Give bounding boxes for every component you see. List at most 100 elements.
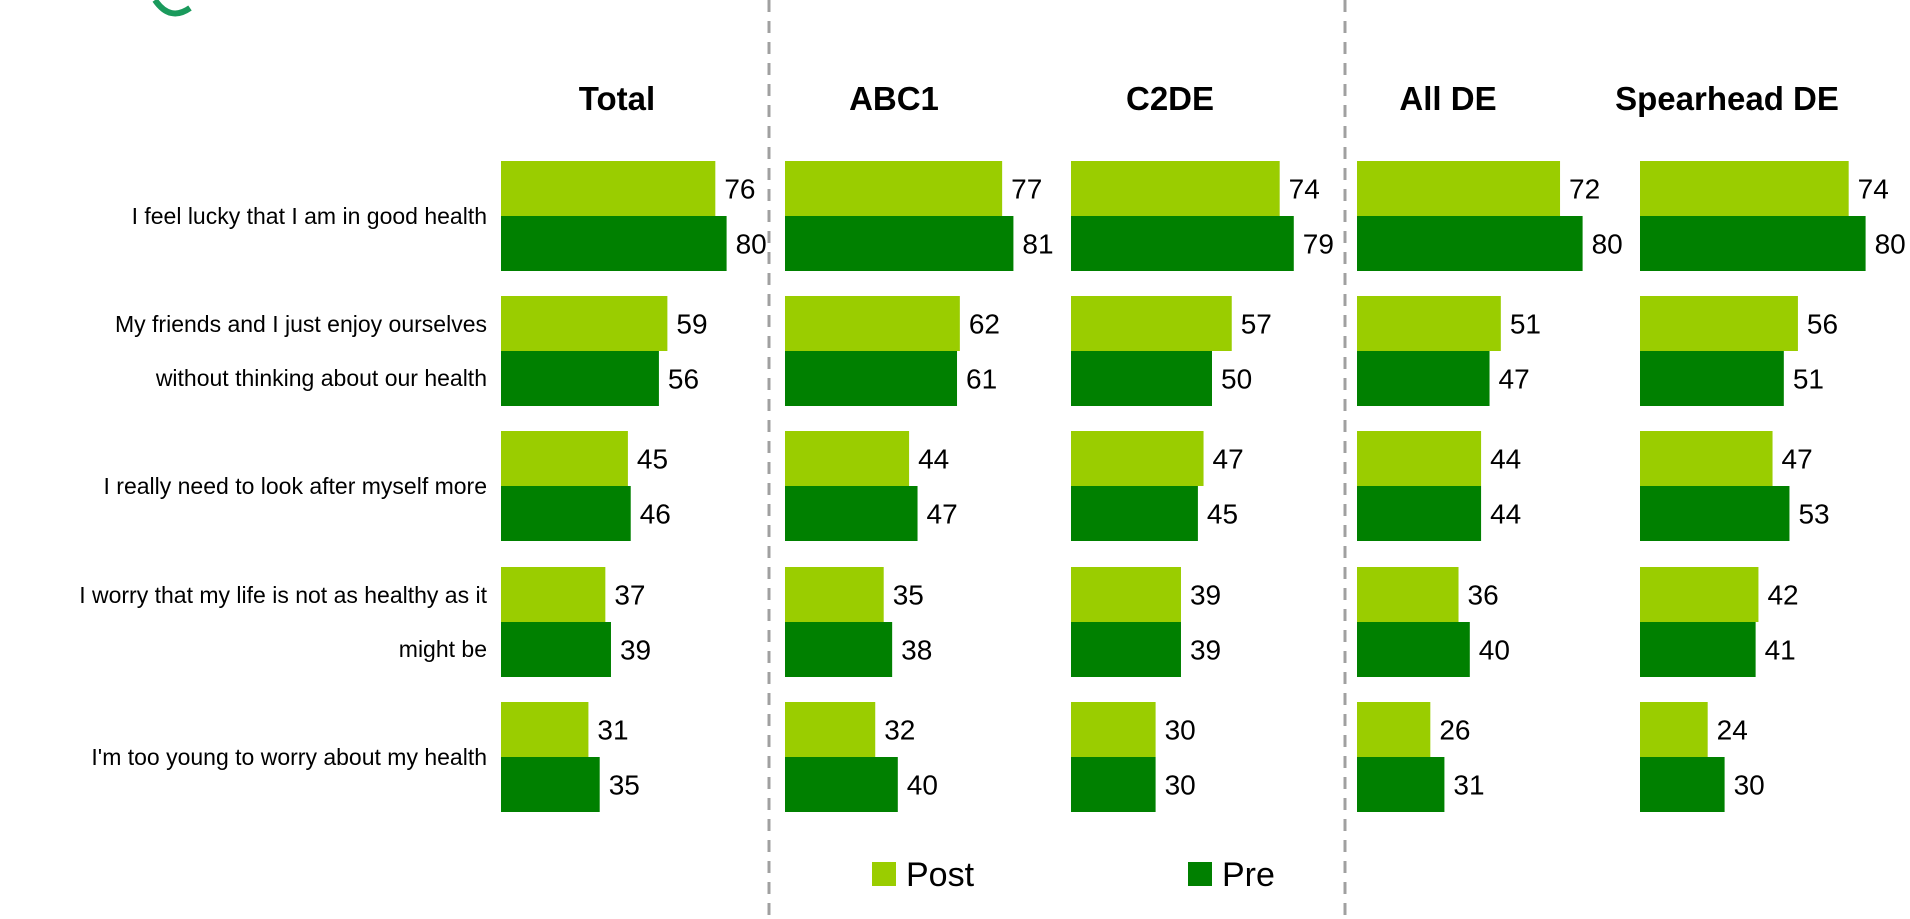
value-label-spearhead-de-pre-5: 30: [1734, 770, 1765, 801]
bar-all-de-pre-3: [1357, 486, 1482, 541]
value-label-spearhead-de-pre-1: 80: [1875, 229, 1906, 260]
bar-spearhead-de-pre-2: [1640, 351, 1784, 406]
bar-abc1-pre-2: [785, 351, 958, 406]
value-label-all-de-pre-5: 31: [1453, 770, 1484, 801]
value-label-total-post-1: 76: [724, 174, 755, 205]
value-label-abc1-pre-5: 40: [907, 770, 938, 801]
bar-c2de-post-1: [1071, 161, 1280, 216]
value-label-total-pre-4: 39: [620, 635, 651, 666]
bar-abc1-post-1: [785, 161, 1003, 216]
value-label-c2de-pre-3: 45: [1207, 499, 1238, 530]
panel-all-de: All DE 72 51 44 36 26 80 47 44 40 31: [1357, 80, 1623, 812]
bar-abc1-pre-1: [785, 216, 1014, 271]
value-label-c2de-post-3: 47: [1213, 444, 1244, 475]
legend-label-pre: Pre: [1222, 856, 1275, 894]
bar-total-post-4: [501, 567, 606, 622]
value-label-all-de-post-5: 26: [1439, 715, 1470, 746]
value-label-abc1-pre-1: 81: [1022, 229, 1053, 260]
value-label-total-pre-3: 46: [640, 499, 671, 530]
bar-total-pre-2: [501, 351, 659, 406]
bar-c2de-post-3: [1071, 431, 1204, 486]
bar-all-de-post-4: [1357, 567, 1459, 622]
bar-abc1-pre-4: [785, 622, 893, 677]
value-label-spearhead-de-post-3: 47: [1782, 444, 1813, 475]
panel-total: Total 76 59 45 37 31 80 56 46 39 35: [501, 80, 767, 812]
value-label-all-de-pre-3: 44: [1490, 499, 1521, 530]
panel-dividers: [767, 0, 1347, 919]
bar-spearhead-de-pre-1: [1640, 216, 1866, 271]
value-label-abc1-pre-2: 61: [966, 364, 997, 395]
bar-spearhead-de-pre-3: [1640, 486, 1790, 541]
value-label-abc1-post-1: 77: [1011, 174, 1042, 205]
value-label-all-de-pre-1: 80: [1592, 229, 1623, 260]
bar-all-de-post-2: [1357, 296, 1501, 351]
value-label-abc1-post-4: 35: [893, 580, 924, 611]
value-label-abc1-pre-4: 38: [901, 635, 932, 666]
bar-spearhead-de-post-1: [1640, 161, 1849, 216]
value-label-total-post-2: 59: [676, 309, 707, 340]
value-label-abc1-post-5: 32: [884, 715, 915, 746]
panel-title-c2de: C2DE: [1126, 80, 1214, 117]
value-label-c2de-pre-1: 79: [1303, 229, 1334, 260]
bar-all-de-post-3: [1357, 431, 1482, 486]
value-label-c2de-pre-2: 50: [1221, 364, 1252, 395]
legend-label-post: Post: [906, 856, 975, 894]
legend-swatch-post: [872, 862, 896, 886]
value-label-c2de-pre-4: 39: [1190, 635, 1221, 666]
bar-abc1-pre-5: [785, 757, 898, 812]
bar-spearhead-de-pre-4: [1640, 622, 1756, 677]
value-label-total-post-3: 45: [637, 444, 668, 475]
bar-all-de-pre-2: [1357, 351, 1490, 406]
value-label-c2de-post-1: 74: [1289, 174, 1320, 205]
bar-c2de-post-4: [1071, 567, 1181, 622]
bar-c2de-pre-5: [1071, 757, 1156, 812]
bar-abc1-post-3: [785, 431, 910, 486]
value-label-c2de-post-2: 57: [1241, 309, 1272, 340]
value-label-abc1-post-2: 62: [969, 309, 1000, 340]
category-label-5: I'm too young to worry about my health: [91, 744, 487, 770]
panel-title-spearhead-de: Spearhead DE: [1615, 80, 1839, 117]
bar-total-post-3: [501, 431, 628, 486]
value-label-total-post-5: 31: [597, 715, 628, 746]
category-label-3: I really need to look after myself more: [104, 473, 488, 499]
category-label-2-line-2: without thinking about our health: [155, 365, 487, 391]
category-labels: I feel lucky that I am in good health My …: [79, 203, 487, 770]
bar-total-pre-5: [501, 757, 600, 812]
category-label-4-line-1: I worry that my life is not as healthy a…: [79, 582, 487, 608]
bar-abc1-post-2: [785, 296, 960, 351]
panel-abc1: ABC1 77 62 44 35 32 81 61 47 38 40: [785, 80, 1054, 812]
bar-all-de-post-1: [1357, 161, 1561, 216]
value-label-total-pre-5: 35: [609, 770, 640, 801]
value-label-all-de-post-3: 44: [1490, 444, 1521, 475]
bar-total-post-1: [501, 161, 716, 216]
value-label-all-de-post-4: 36: [1468, 580, 1499, 611]
value-label-all-de-post-2: 51: [1510, 309, 1541, 340]
legend: Post Pre: [872, 856, 1275, 894]
bar-c2de-pre-3: [1071, 486, 1198, 541]
panels: Total 76 59 45 37 31 80 56 46 39 35 ABC1 77 62 44 35 32 8…: [501, 80, 1906, 812]
panel-title-total: Total: [579, 80, 655, 117]
bar-spearhead-de-post-5: [1640, 702, 1708, 757]
panel-title-abc1: ABC1: [849, 80, 939, 117]
bar-total-post-5: [501, 702, 589, 757]
bar-spearhead-de-pre-5: [1640, 757, 1725, 812]
bar-spearhead-de-post-2: [1640, 296, 1798, 351]
value-label-spearhead-de-post-4: 42: [1767, 580, 1798, 611]
bar-abc1-pre-3: [785, 486, 918, 541]
bar-abc1-post-5: [785, 702, 876, 757]
bar-all-de-pre-5: [1357, 757, 1445, 812]
bar-all-de-pre-1: [1357, 216, 1583, 271]
bar-c2de-pre-2: [1071, 351, 1212, 406]
bar-total-post-2: [501, 296, 668, 351]
category-label-2-line-1: My friends and I just enjoy ourselves: [115, 311, 487, 337]
value-label-spearhead-de-pre-3: 53: [1798, 499, 1829, 530]
value-label-c2de-pre-5: 30: [1165, 770, 1196, 801]
panel-spearhead-de: Spearhead DE 74 56 47 42 24 80 51 53 41 30: [1615, 80, 1906, 812]
bar-total-pre-1: [501, 216, 727, 271]
legend-swatch-pre: [1188, 862, 1212, 886]
value-label-all-de-pre-4: 40: [1479, 635, 1510, 666]
title-fragment: [152, 0, 192, 17]
bar-total-pre-3: [501, 486, 631, 541]
value-label-spearhead-de-post-5: 24: [1717, 715, 1748, 746]
